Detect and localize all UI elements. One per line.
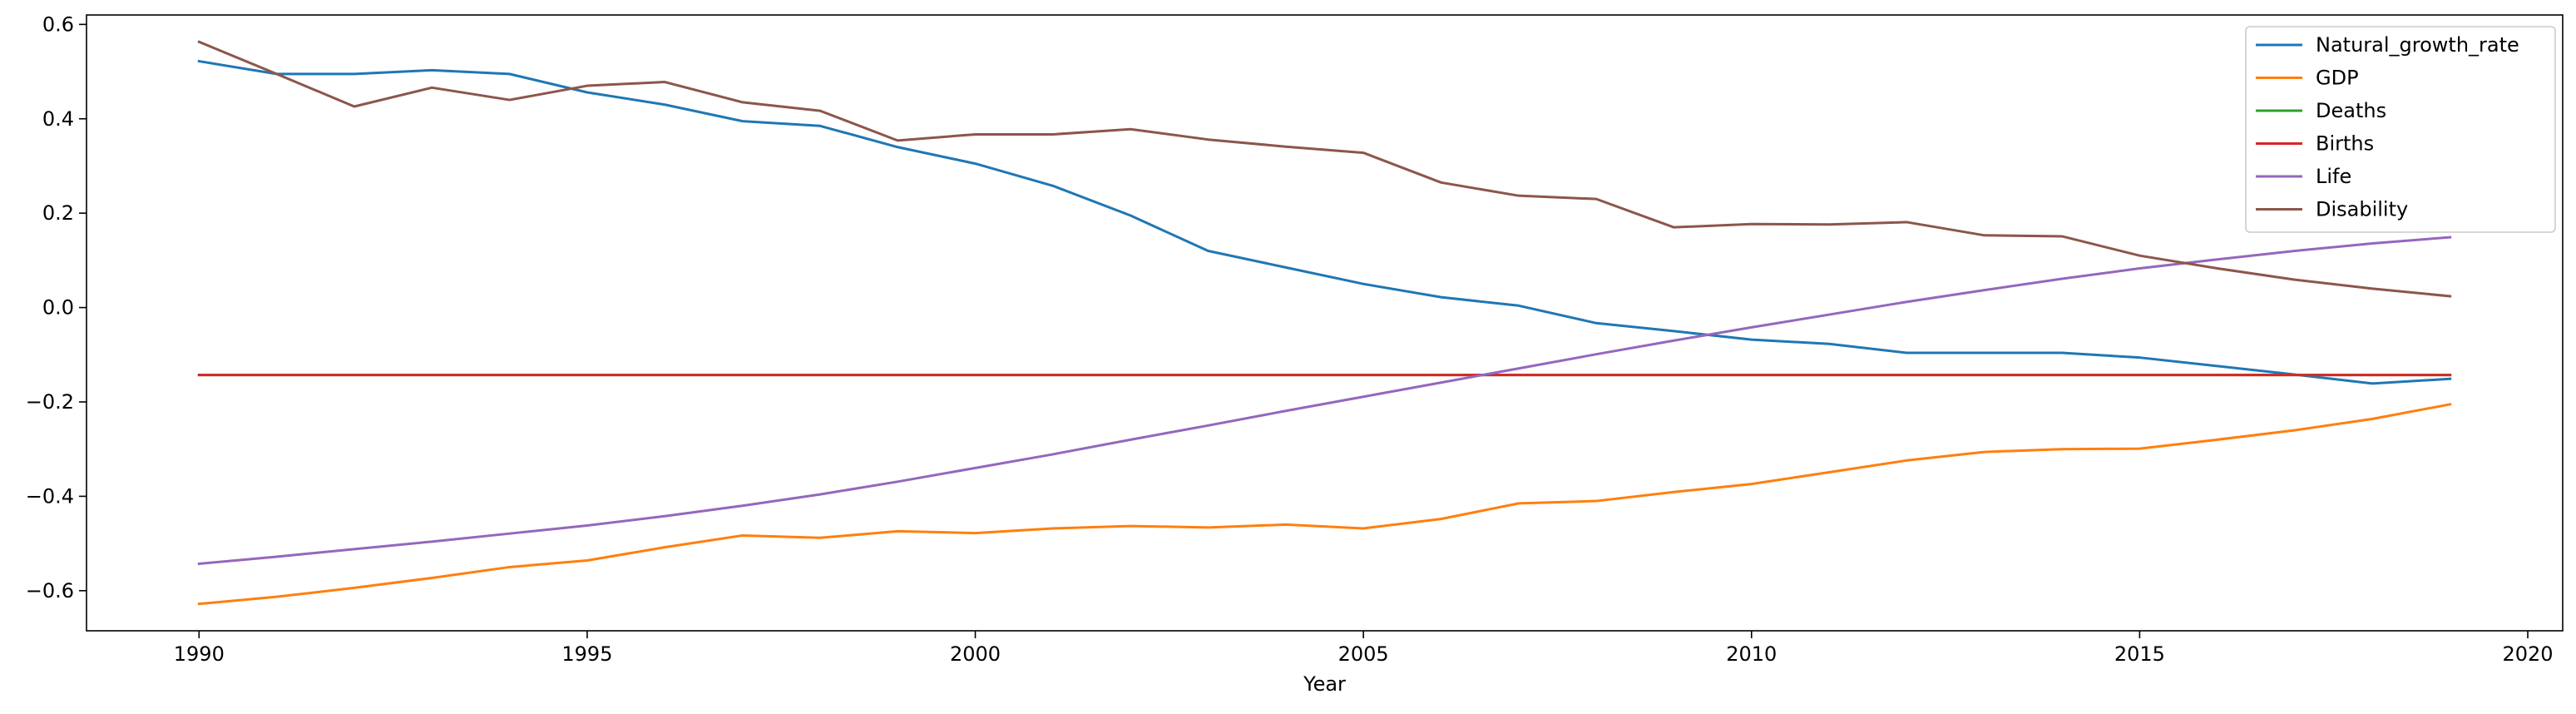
y-tick-label: 0.0 xyxy=(42,296,74,320)
y-tick-label: −0.2 xyxy=(26,390,74,414)
x-tick-label: 2020 xyxy=(2502,642,2553,666)
x-tick-label: 2010 xyxy=(1726,642,1777,666)
plot-frame xyxy=(86,14,2564,632)
legend-label-disability: Disability xyxy=(2316,198,2408,221)
legend-label-gdp: GDP xyxy=(2316,67,2359,90)
series-line-gdp xyxy=(197,403,2452,606)
legend-label-natural-growth-rate: Natural_growth_rate xyxy=(2316,33,2519,57)
x-tick-label: 1990 xyxy=(174,642,225,666)
series-lines xyxy=(197,40,2452,606)
x-tick-label: 2005 xyxy=(1338,642,1389,666)
y-tick-label: 0.6 xyxy=(42,12,74,36)
y-tick-label: −0.4 xyxy=(26,484,74,508)
series-line-disability xyxy=(197,40,2452,298)
x-tick-label: 1995 xyxy=(561,642,612,666)
legend-box xyxy=(2245,26,2556,233)
legend-label-births: Births xyxy=(2316,132,2374,156)
x-tick-label: 2015 xyxy=(2114,642,2165,666)
x-tick-label: 2000 xyxy=(950,642,1001,666)
series-line-life xyxy=(197,236,2452,566)
y-tick-label: 0.4 xyxy=(42,107,74,131)
y-tick-label: −0.6 xyxy=(26,579,74,602)
y-axis-ticks: −0.6 −0.4 −0.2 0.0 0.2 0.4 0.6 xyxy=(26,12,87,602)
legend: Natural_growth_rate GDP Deaths Births Life Di… xyxy=(2245,26,2556,233)
x-axis-ticks: 1990 1995 2000 2005 2010 2015 2020 xyxy=(174,631,2554,666)
x-axis-label: Year xyxy=(1303,672,1346,696)
y-tick-label: 0.2 xyxy=(42,201,74,225)
legend-label-life: Life xyxy=(2316,165,2351,188)
legend-label-deaths: Deaths xyxy=(2316,99,2386,122)
